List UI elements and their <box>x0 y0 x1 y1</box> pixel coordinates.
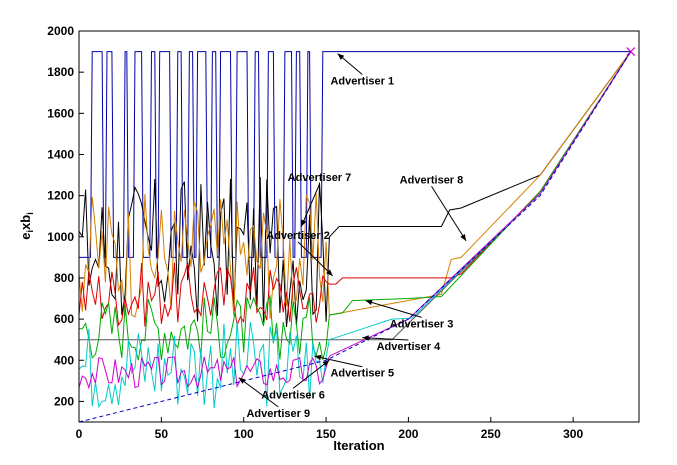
annotation-arrowhead <box>301 219 307 227</box>
annotation-arrow <box>292 359 330 389</box>
annotation-arrow <box>300 184 320 227</box>
x-tick-label: 0 <box>76 427 83 441</box>
x-axis-label: Iteration <box>333 438 384 453</box>
annotation-layer: Advertiser 1 Advertiser 7 Advertiser 8 Adve… <box>238 53 467 420</box>
annotation-label: Advertiser 1 <box>330 76 394 88</box>
annotation-arrow <box>362 337 409 341</box>
y-tick-label: 1600 <box>47 106 74 120</box>
y-tick-label: 2000 <box>47 24 74 38</box>
x-tick-label: 100 <box>234 427 254 441</box>
annotation-label: Advertiser 7 <box>288 172 352 184</box>
series-line <box>78 51 632 423</box>
annotation-arrow <box>314 355 363 368</box>
series-line <box>78 51 632 327</box>
annotation-arrowhead <box>365 299 373 306</box>
x-tick-label: 150 <box>316 427 336 441</box>
x-tick-label: 250 <box>481 427 501 441</box>
y-tick-label: 600 <box>54 312 74 326</box>
y-tick-label: 800 <box>54 271 74 285</box>
annotation-label: Advertiser 4 <box>377 341 441 353</box>
plot-frame <box>78 30 640 423</box>
series-layer <box>78 47 636 423</box>
y-tick-label: 1800 <box>47 65 74 79</box>
series-line <box>78 51 632 319</box>
y-tick-label: 400 <box>54 353 74 367</box>
series-line <box>79 51 632 361</box>
y-tick-label: 1400 <box>47 147 74 161</box>
series-line <box>78 51 632 409</box>
x-tick-label: 50 <box>155 427 169 441</box>
annotation-arrow <box>431 186 467 242</box>
annotation-arrowhead <box>362 335 369 341</box>
series-line <box>79 51 632 341</box>
annotation-label: Advertiser 3 <box>390 318 454 330</box>
annotation-label: Advertiser 6 <box>261 389 325 401</box>
annotation-arrowhead <box>326 269 333 276</box>
y-tick-label: 1000 <box>47 230 74 244</box>
annotation-arrowhead <box>322 360 330 367</box>
annotation-arrowhead <box>314 354 322 361</box>
y-tick-label: 200 <box>54 394 74 408</box>
x-tick-label: 200 <box>398 427 418 441</box>
annotation-arrowhead <box>238 377 246 384</box>
x-tick-label: 300 <box>563 427 583 441</box>
series-line <box>78 51 632 328</box>
annotation-arrowhead <box>337 53 345 60</box>
annotation-label: Advertiser 9 <box>246 408 310 420</box>
series-line <box>79 51 631 258</box>
y-axis-label: eixbi <box>18 212 35 239</box>
y-axis: 200 400 600 800 1000 1200 1400 1600 1800 2000 <box>47 24 84 408</box>
end-marker <box>626 47 636 57</box>
y-tick-label: 1200 <box>47 189 74 203</box>
x-axis: 0 50 100 150 200 250 300 <box>76 417 583 441</box>
annotation-label: Advertiser 2 <box>266 230 330 242</box>
annotation-arrow <box>365 300 422 318</box>
annotation-label: Advertiser 8 <box>400 174 464 186</box>
annotation-arrow <box>297 241 333 277</box>
annotation-arrowhead <box>460 233 467 241</box>
annotation-label: Advertiser 5 <box>330 368 394 380</box>
annotation-arrow <box>238 377 279 408</box>
series-line <box>78 51 632 390</box>
